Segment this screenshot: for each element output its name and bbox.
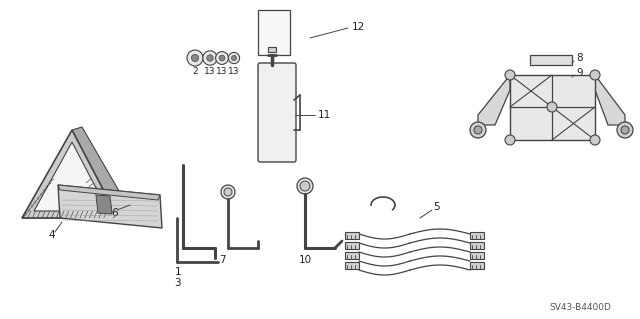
Text: 13: 13	[204, 68, 216, 77]
Polygon shape	[58, 185, 162, 228]
Bar	[345, 262, 359, 269]
Circle shape	[474, 126, 482, 134]
Circle shape	[505, 135, 515, 145]
Text: 13: 13	[216, 68, 228, 77]
Circle shape	[219, 55, 225, 61]
Text: 13: 13	[228, 68, 240, 77]
Polygon shape	[510, 75, 595, 140]
Polygon shape	[595, 75, 625, 125]
Polygon shape	[258, 10, 290, 55]
Bar	[530, 55, 572, 65]
Text: 6: 6	[112, 208, 118, 218]
Text: 5: 5	[433, 202, 440, 212]
Polygon shape	[478, 75, 510, 125]
Circle shape	[300, 181, 310, 191]
Circle shape	[590, 70, 600, 80]
Circle shape	[590, 135, 600, 145]
Polygon shape	[34, 142, 108, 211]
Text: 1: 1	[175, 267, 181, 277]
Circle shape	[216, 52, 228, 64]
Circle shape	[621, 126, 629, 134]
Text: 2: 2	[192, 68, 198, 77]
Polygon shape	[72, 127, 130, 218]
Bar	[470, 262, 484, 269]
FancyBboxPatch shape	[258, 63, 296, 162]
Polygon shape	[22, 210, 130, 218]
Circle shape	[187, 50, 203, 66]
Polygon shape	[58, 185, 160, 200]
Text: SV43-B4400D: SV43-B4400D	[549, 303, 611, 313]
Circle shape	[617, 122, 633, 138]
Bar	[470, 242, 484, 249]
Polygon shape	[22, 130, 118, 218]
Text: 3: 3	[173, 278, 180, 288]
Text: 12: 12	[352, 22, 365, 32]
Text: 10: 10	[298, 255, 312, 265]
Circle shape	[547, 102, 557, 112]
Circle shape	[470, 122, 486, 138]
Text: 8: 8	[576, 53, 582, 63]
Bar	[470, 232, 484, 239]
Circle shape	[191, 55, 198, 62]
Bar	[345, 252, 359, 259]
Circle shape	[228, 52, 239, 63]
Text: 9: 9	[576, 68, 582, 78]
Circle shape	[297, 178, 313, 194]
Bar	[345, 232, 359, 239]
Circle shape	[207, 55, 213, 61]
Text: 7: 7	[219, 255, 225, 265]
Circle shape	[221, 185, 235, 199]
Circle shape	[505, 70, 515, 80]
Text: 11: 11	[318, 110, 332, 120]
Circle shape	[203, 51, 217, 65]
Bar	[268, 47, 276, 52]
Bar	[470, 252, 484, 259]
Circle shape	[224, 188, 232, 196]
Text: 4: 4	[49, 230, 55, 240]
Bar	[345, 242, 359, 249]
Polygon shape	[96, 195, 112, 214]
Circle shape	[232, 56, 237, 61]
